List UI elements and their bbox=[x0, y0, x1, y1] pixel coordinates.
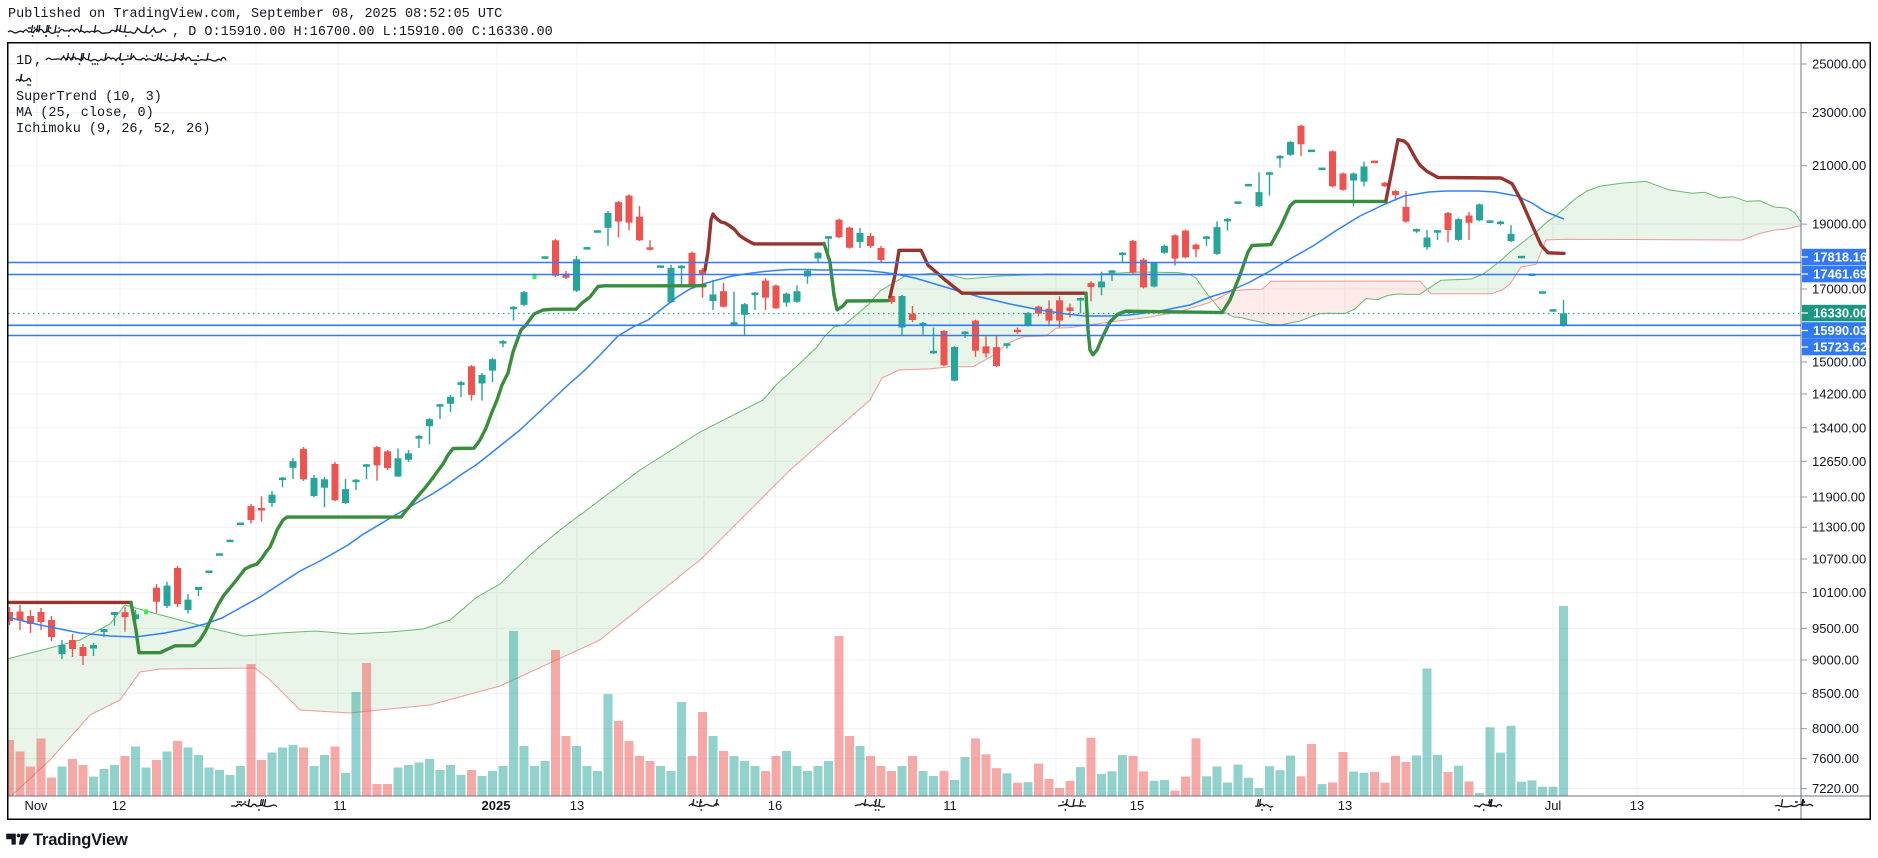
svg-text:11900.00: 11900.00 bbox=[1812, 490, 1865, 505]
svg-text:10700.00: 10700.00 bbox=[1812, 552, 1866, 567]
svg-text:19000.00: 19000.00 bbox=[1812, 217, 1866, 232]
svg-text:, D O:15910.00 H:16700.00 L:15: , D O:15910.00 H:16700.00 L:15910.00 C:1… bbox=[172, 25, 553, 40]
svg-text:SuperTrend (10, 3): SuperTrend (10, 3) bbox=[16, 90, 162, 105]
svg-text:23000.00: 23000.00 bbox=[1812, 105, 1866, 120]
svg-text:13: 13 bbox=[1630, 798, 1644, 813]
svg-text:12650.00: 12650.00 bbox=[1812, 454, 1866, 469]
svg-text:,: , bbox=[34, 54, 42, 69]
svg-text:17461.69: 17461.69 bbox=[1813, 267, 1867, 282]
svg-text:Ichimoku (9, 26, 52, 26): Ichimoku (9, 26, 52, 26) bbox=[16, 122, 210, 137]
svg-text:17818.16: 17818.16 bbox=[1813, 250, 1867, 265]
svg-text:Published on TradingView.com,: Published on TradingView.com, September … bbox=[8, 7, 502, 22]
svg-text:7220.00: 7220.00 bbox=[1812, 781, 1859, 796]
svg-text:9500.00: 9500.00 bbox=[1812, 621, 1859, 636]
svg-text:13: 13 bbox=[570, 798, 584, 813]
svg-text:15: 15 bbox=[1130, 798, 1144, 813]
svg-text:15723.62: 15723.62 bbox=[1813, 340, 1867, 355]
svg-text:16: 16 bbox=[768, 798, 782, 813]
svg-text:TradingView: TradingView bbox=[33, 831, 128, 849]
svg-text:Nov: Nov bbox=[24, 798, 48, 813]
svg-text:15990.03: 15990.03 bbox=[1813, 323, 1867, 338]
svg-text:Jul: Jul bbox=[1545, 798, 1562, 813]
svg-text:17000.00: 17000.00 bbox=[1812, 282, 1866, 297]
svg-text:12: 12 bbox=[112, 798, 126, 813]
svg-text:9000.00: 9000.00 bbox=[1812, 653, 1859, 668]
svg-text:8000.00: 8000.00 bbox=[1812, 721, 1859, 736]
svg-text:1D: 1D bbox=[16, 54, 32, 69]
svg-text:25000.00: 25000.00 bbox=[1812, 57, 1866, 72]
svg-text:15000.00: 15000.00 bbox=[1812, 355, 1866, 370]
svg-text:11300.00: 11300.00 bbox=[1812, 520, 1865, 535]
svg-text:16330.00: 16330.00 bbox=[1813, 306, 1867, 321]
svg-text:13400.00: 13400.00 bbox=[1812, 420, 1866, 435]
svg-text:14200.00: 14200.00 bbox=[1812, 387, 1866, 402]
svg-text:11: 11 bbox=[333, 798, 347, 813]
svg-text:11: 11 bbox=[943, 798, 957, 813]
svg-text:2025: 2025 bbox=[482, 798, 511, 813]
svg-text:MA (25, close, 0): MA (25, close, 0) bbox=[16, 106, 154, 121]
svg-text:13: 13 bbox=[1338, 798, 1352, 813]
svg-text:10100.00: 10100.00 bbox=[1812, 585, 1866, 600]
svg-text:21000.00: 21000.00 bbox=[1812, 158, 1866, 173]
svg-text:7600.00: 7600.00 bbox=[1812, 751, 1859, 766]
svg-text:8500.00: 8500.00 bbox=[1812, 686, 1859, 701]
